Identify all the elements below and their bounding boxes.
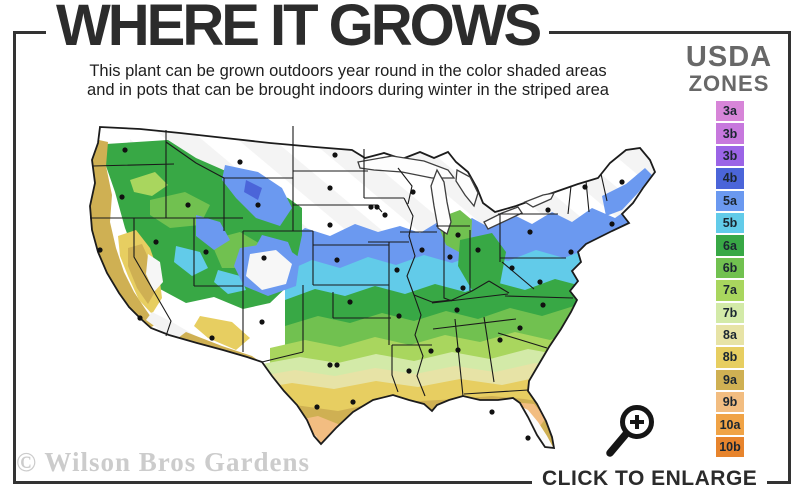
city-dot <box>619 179 625 185</box>
city-dot <box>540 302 546 308</box>
city-dot <box>568 249 574 255</box>
city-dot <box>237 159 243 165</box>
subtitle-line-2: and in pots that can be brought indoors … <box>87 81 609 99</box>
magnifier-plus-icon[interactable] <box>604 402 658 466</box>
city-dot <box>350 399 356 405</box>
great-lakes <box>357 155 556 236</box>
legend-zone-chip-1-3b: 3b <box>716 123 744 144</box>
city-dot <box>460 285 466 291</box>
legend-title-zones: ZONES <box>688 71 770 96</box>
city-dots <box>97 147 625 441</box>
city-dot <box>259 319 265 325</box>
city-dot <box>545 207 551 213</box>
city-dot <box>489 409 495 415</box>
city-dot <box>97 247 103 253</box>
watermark: © Wilson Bros Gardens <box>16 447 310 477</box>
city-dot <box>203 249 209 255</box>
city-dot <box>334 362 340 368</box>
city-dot <box>374 204 380 210</box>
legend-zone-chip-8-7a: 7a <box>716 280 744 301</box>
city-dot <box>382 212 388 218</box>
city-dot <box>455 232 461 238</box>
city-dot <box>454 307 460 313</box>
city-dot <box>209 335 215 341</box>
city-dot <box>153 239 159 245</box>
legend: USDA ZONES <box>672 42 786 96</box>
city-dot <box>447 254 453 260</box>
city-dot <box>497 337 503 343</box>
city-dot <box>419 247 425 253</box>
city-dot <box>582 184 588 190</box>
state-borders <box>90 126 608 397</box>
city-dot <box>137 315 143 321</box>
legend-zone-chip-10-8a: 8a <box>716 324 744 346</box>
city-dot <box>509 265 515 271</box>
legend-zone-chip-5-5b: 5b <box>716 212 744 234</box>
city-dot <box>314 404 320 410</box>
city-dot <box>455 347 461 353</box>
city-dot <box>347 299 353 305</box>
city-dot <box>609 221 615 227</box>
legend-zone-chip-0-3a: 3a <box>716 101 744 122</box>
city-dot <box>327 362 333 368</box>
city-dot <box>122 147 128 153</box>
page-title: WHERE IT GROWS <box>46 0 550 58</box>
city-dot <box>185 202 191 208</box>
legend-zone-chip-2-3b: 3b <box>716 145 744 167</box>
legend-zone-chip-4-5a: 5a <box>716 190 744 211</box>
legend-zone-chip-14-10a: 10a <box>716 414 744 435</box>
click-to-enlarge-button[interactable]: CLICK TO ENLARGE <box>532 467 768 491</box>
city-dot <box>261 255 267 261</box>
city-dot <box>428 348 434 354</box>
city-dot <box>410 189 416 195</box>
city-dot <box>327 185 333 191</box>
city-dot <box>517 325 523 331</box>
legend-zone-chip-6-6a: 6a <box>716 235 744 256</box>
city-dot <box>394 267 400 273</box>
city-dot <box>406 368 412 374</box>
city-dot <box>327 222 333 228</box>
city-dot <box>475 247 481 253</box>
legend-chips: 3a 3b 3b 4b 5a 5b 6a 6b 7a 7b 8a 8b 9a 9b 10a 10b <box>716 101 744 458</box>
city-dot <box>255 202 261 208</box>
legend-zone-chip-7-6b: 6b <box>716 257 744 279</box>
city-dot <box>119 194 125 200</box>
legend-zone-chip-11-8b: 8b <box>716 347 744 368</box>
subtitle-line-1: This plant can be grown outdoors year ro… <box>89 62 607 80</box>
city-dot <box>368 204 374 210</box>
city-dot <box>537 279 543 285</box>
legend-zone-chip-15-10b: 10b <box>716 436 744 458</box>
western-zone-patches <box>90 140 652 378</box>
city-dot <box>334 257 340 263</box>
legend-zone-chip-3-4b: 4b <box>716 168 744 189</box>
city-dot <box>525 435 531 441</box>
us-outline <box>89 126 657 450</box>
city-dot <box>527 229 533 235</box>
subtitle: This plant can be grown outdoors year ro… <box>38 62 658 100</box>
legend-zone-chip-9-7b: 7b <box>716 302 744 323</box>
legend-zone-chip-12-9a: 9a <box>716 369 744 391</box>
legend-zone-chip-13-9b: 9b <box>716 392 744 413</box>
city-dot <box>332 152 338 158</box>
legend-title-usda: USDA <box>685 41 773 73</box>
city-dot <box>396 313 402 319</box>
